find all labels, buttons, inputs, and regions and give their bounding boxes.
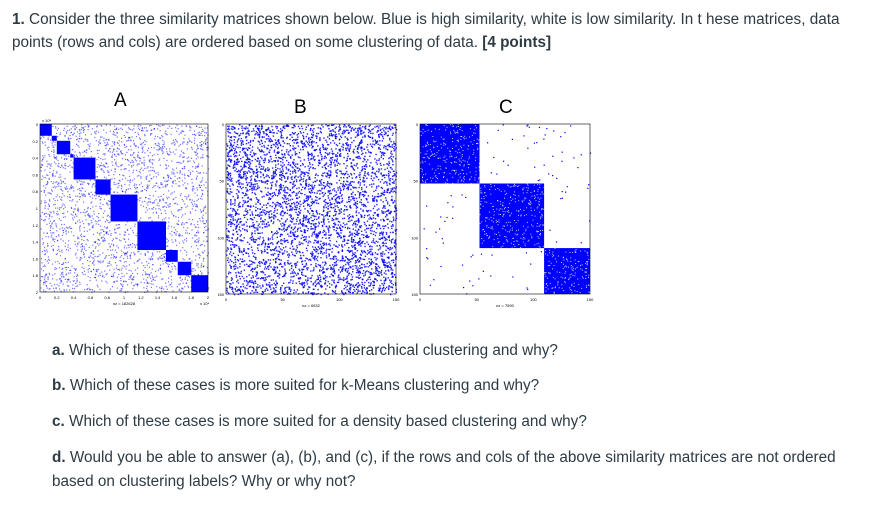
- matrix-a-xtick: 0.8: [104, 295, 110, 300]
- matrix-a-ytick: 1: [36, 206, 39, 211]
- figure-label-a: A: [114, 90, 127, 111]
- matrix-a-ytick: 0.8: [32, 189, 38, 194]
- matrix-b-ytick: 50: [220, 179, 225, 184]
- matrix-c-cluster-block: [544, 248, 590, 294]
- matrix-a-ytick: 1.2: [32, 223, 38, 228]
- similarity-matrix-a: 0 0.2 0.4 0.6 0.8 1 1.2 1.4 1.6 1.8 2 0 0.2 0.4 0.6 0.8…: [28, 114, 218, 324]
- subquestion-c-text: Which of these cases is more suited for …: [69, 413, 587, 430]
- matrix-b-nz-label: nz = 6932: [302, 303, 320, 308]
- subquestion-a-text: Which of these cases is more suited for …: [69, 342, 558, 359]
- matrix-a-ytick: 1.8: [32, 273, 38, 278]
- subquestion-a: a. Which of these cases is more suited f…: [52, 339, 862, 363]
- matrix-c-ytick: 100: [411, 235, 418, 240]
- matrix-a-xtick: 2: [207, 295, 210, 300]
- subquestion-d: d. Would you be able to answer (a), (b),…: [52, 446, 862, 494]
- matrix-c-xtick: 100: [530, 297, 537, 302]
- matrix-c-ytick: 0: [416, 122, 419, 127]
- matrix-a-cluster-block: [95, 179, 111, 195]
- matrix-a-xtick: 1.8: [188, 295, 194, 300]
- matrix-c-frame: [419, 123, 591, 295]
- matrix-c-xtick: 50: [474, 297, 479, 302]
- matrix-a-plot: 00.20.40.60.811.21.41.61.820 0.2 0.4 0.6 0.8…: [32, 118, 210, 306]
- subquestion-c: c. Which of these cases is more suited f…: [52, 410, 862, 434]
- matrix-a-xtick: 0: [39, 295, 42, 300]
- subquestion-a-letter: a.: [52, 342, 65, 359]
- matrix-c-ytick: 150: [411, 292, 418, 297]
- matrix-b-xtick: 50: [280, 297, 285, 302]
- matrix-b-xtick: 150: [393, 297, 400, 302]
- matrix-a-cluster-block: [137, 221, 166, 250]
- matrix-a-cluster-block: [177, 261, 192, 276]
- matrix-a-scale-top: x 10⁴: [42, 118, 52, 123]
- subquestion-b-letter: b.: [52, 377, 66, 394]
- subquestion-d-text: Would you be able to answer (a), (b), an…: [52, 449, 836, 490]
- matrix-c-xtick: 150: [587, 297, 594, 302]
- similarity-matrix-b: 0 50 100 150 0 50 100 150 nz = 6932: [218, 114, 408, 324]
- matrix-a-cluster-block: [73, 157, 96, 180]
- matrix-b-xtick: 100: [336, 297, 343, 302]
- matrix-a-ytick: 1.4: [32, 240, 38, 245]
- matrix-a-cluster-block: [56, 140, 71, 155]
- similarity-matrix-c: 0 50 100 150 0 50 100 150 nz = 7590: [408, 114, 598, 324]
- matrix-a-ytick: 2: [36, 290, 39, 295]
- matrix-a-cluster-block: [51, 135, 57, 141]
- matrix-a-xtick: 0.2: [54, 295, 60, 300]
- question-number: 1.: [12, 11, 25, 28]
- matrix-c-ytick: 50: [414, 179, 419, 184]
- matrix-b-ytick: 0: [222, 122, 225, 127]
- matrix-a-xtick: 0.6: [88, 295, 94, 300]
- question-points: [4 points]: [482, 34, 552, 51]
- figure-label-c: C: [499, 97, 513, 118]
- figure-label-b: B: [294, 97, 307, 118]
- matrix-a-xtick: 1.6: [172, 295, 178, 300]
- matrix-b-xtick: 0: [225, 297, 228, 302]
- matrix-a-xtick: 1.4: [155, 295, 161, 300]
- question-text: 1. Consider the three similarity matrice…: [12, 8, 862, 54]
- subquestion-d-letter: d.: [52, 449, 66, 466]
- subquestion-b-text: Which of these cases is more suited for …: [69, 377, 540, 394]
- matrix-a-scale-right: x 10⁴: [200, 301, 210, 306]
- matrix-a-cluster-block: [40, 124, 52, 136]
- matrix-a-cluster-block: [110, 194, 138, 222]
- subquestion-b: b. Which of these cases is more suited f…: [52, 374, 862, 398]
- matrix-a-ytick: 0.6: [32, 172, 38, 177]
- matrix-b-ytick: 100: [218, 235, 225, 240]
- matrix-c-cluster-block: [479, 183, 545, 249]
- matrix-a-xtick: 0.4: [71, 295, 77, 300]
- matrix-c-xtick: 0: [419, 297, 422, 302]
- matrix-a-cluster-block: [166, 250, 178, 262]
- matrix-a-xtick: 1.2: [138, 295, 144, 300]
- matrix-a-ytick: 0: [36, 122, 39, 127]
- question-body: Consider the three similarity matrices s…: [12, 11, 840, 51]
- matrix-a-cluster-block: [191, 275, 208, 292]
- matrix-a-ytick: 0.4: [32, 156, 38, 161]
- matrix-a-cluster-block: [70, 154, 74, 158]
- matrix-a-frame: [39, 123, 209, 293]
- matrix-a-ytick: 1.6: [32, 256, 38, 261]
- matrix-a-ytick: 0.2: [32, 139, 38, 144]
- matrix-b-frame: [225, 123, 397, 295]
- matrix-c-nz-label: nz = 7590: [496, 303, 514, 308]
- subquestion-c-letter: c.: [52, 413, 65, 430]
- matrix-a-xtick: 1: [123, 295, 126, 300]
- matrix-b-ytick: 150: [218, 292, 225, 297]
- matrix-a-nz-label: nz = 182628: [113, 301, 136, 306]
